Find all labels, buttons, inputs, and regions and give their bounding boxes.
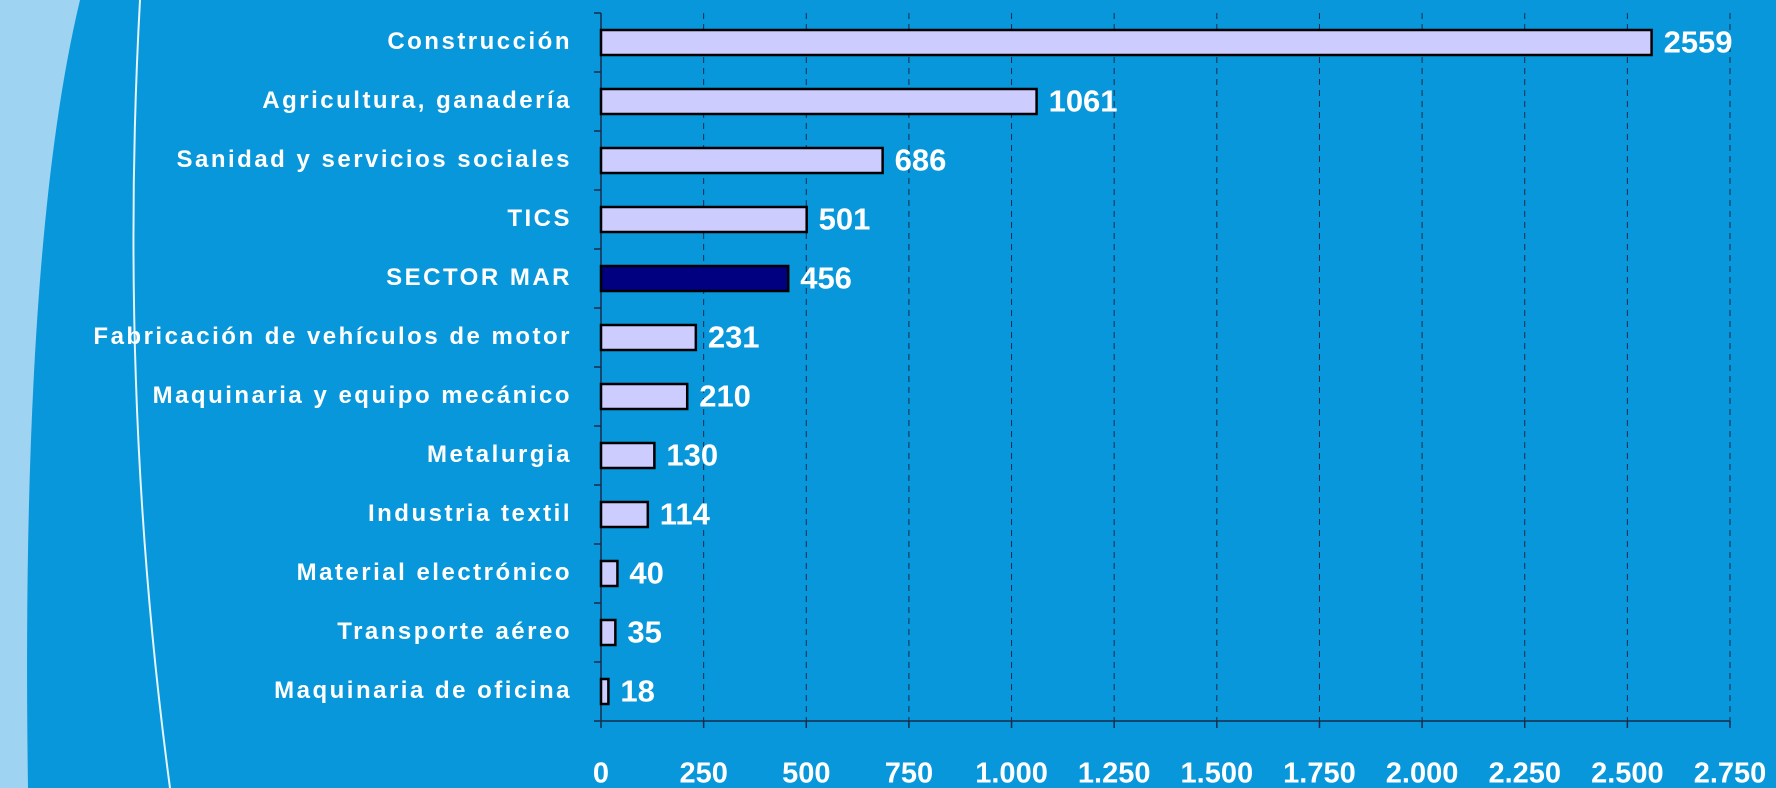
bar (599, 382, 689, 411)
y-tick-label: Agricultura, ganadería (262, 87, 572, 114)
y-tick-label: Fabricación de vehículos de motor (93, 323, 572, 350)
value-label: 2559 (1664, 25, 1733, 60)
value-label: 501 (819, 202, 871, 237)
y-tick-label: Material electrónico (297, 559, 572, 586)
x-tick-label: 1.500 (1181, 758, 1254, 788)
bar (599, 264, 790, 293)
x-tick-label: 0 (593, 758, 609, 788)
y-tick-label: Maquinaria de oficina (274, 677, 572, 704)
bar (599, 323, 698, 352)
value-label: 231 (708, 320, 760, 355)
decor-band (0, 0, 80, 788)
x-tick-label: 2.250 (1488, 758, 1561, 788)
y-tick-label: Metalurgia (427, 441, 572, 468)
x-tick-label: 2.000 (1386, 758, 1459, 788)
bar (599, 677, 610, 706)
value-label: 1061 (1049, 84, 1118, 119)
y-tick-label: Construcción (387, 28, 572, 55)
y-tick-label: Industria textil (368, 500, 572, 527)
value-label: 40 (629, 556, 663, 591)
value-label: 35 (627, 615, 661, 650)
decor-curve (132, 0, 171, 788)
y-tick-label: Sanidad y servicios sociales (176, 146, 572, 173)
x-tick-label: 2.750 (1694, 758, 1767, 788)
value-label: 210 (699, 379, 751, 414)
bar (599, 87, 1038, 116)
bar (599, 441, 656, 470)
x-tick-label: 1.000 (975, 758, 1048, 788)
value-label: 686 (895, 143, 947, 178)
y-tick-label: Transporte aéreo (337, 618, 572, 645)
value-label: 456 (800, 261, 852, 296)
y-tick-label: Maquinaria y equipo mecánico (153, 382, 572, 409)
bar (599, 618, 617, 647)
bar (599, 500, 650, 529)
value-label: 18 (620, 674, 654, 709)
bar (599, 205, 808, 234)
bar (599, 28, 1653, 57)
x-tick-label: 750 (885, 758, 933, 788)
y-tick-label: TICS (507, 205, 572, 232)
x-tick-label: 500 (782, 758, 830, 788)
x-tick-label: 250 (679, 758, 727, 788)
y-tick-label: SECTOR MAR (386, 264, 572, 291)
value-label: 114 (660, 497, 711, 532)
bar (599, 146, 884, 175)
bar (599, 559, 619, 588)
x-tick-label: 1.250 (1078, 758, 1151, 788)
x-tick-label: 1.750 (1283, 758, 1356, 788)
x-tick-label: 2.500 (1591, 758, 1664, 788)
value-label: 130 (666, 438, 718, 473)
